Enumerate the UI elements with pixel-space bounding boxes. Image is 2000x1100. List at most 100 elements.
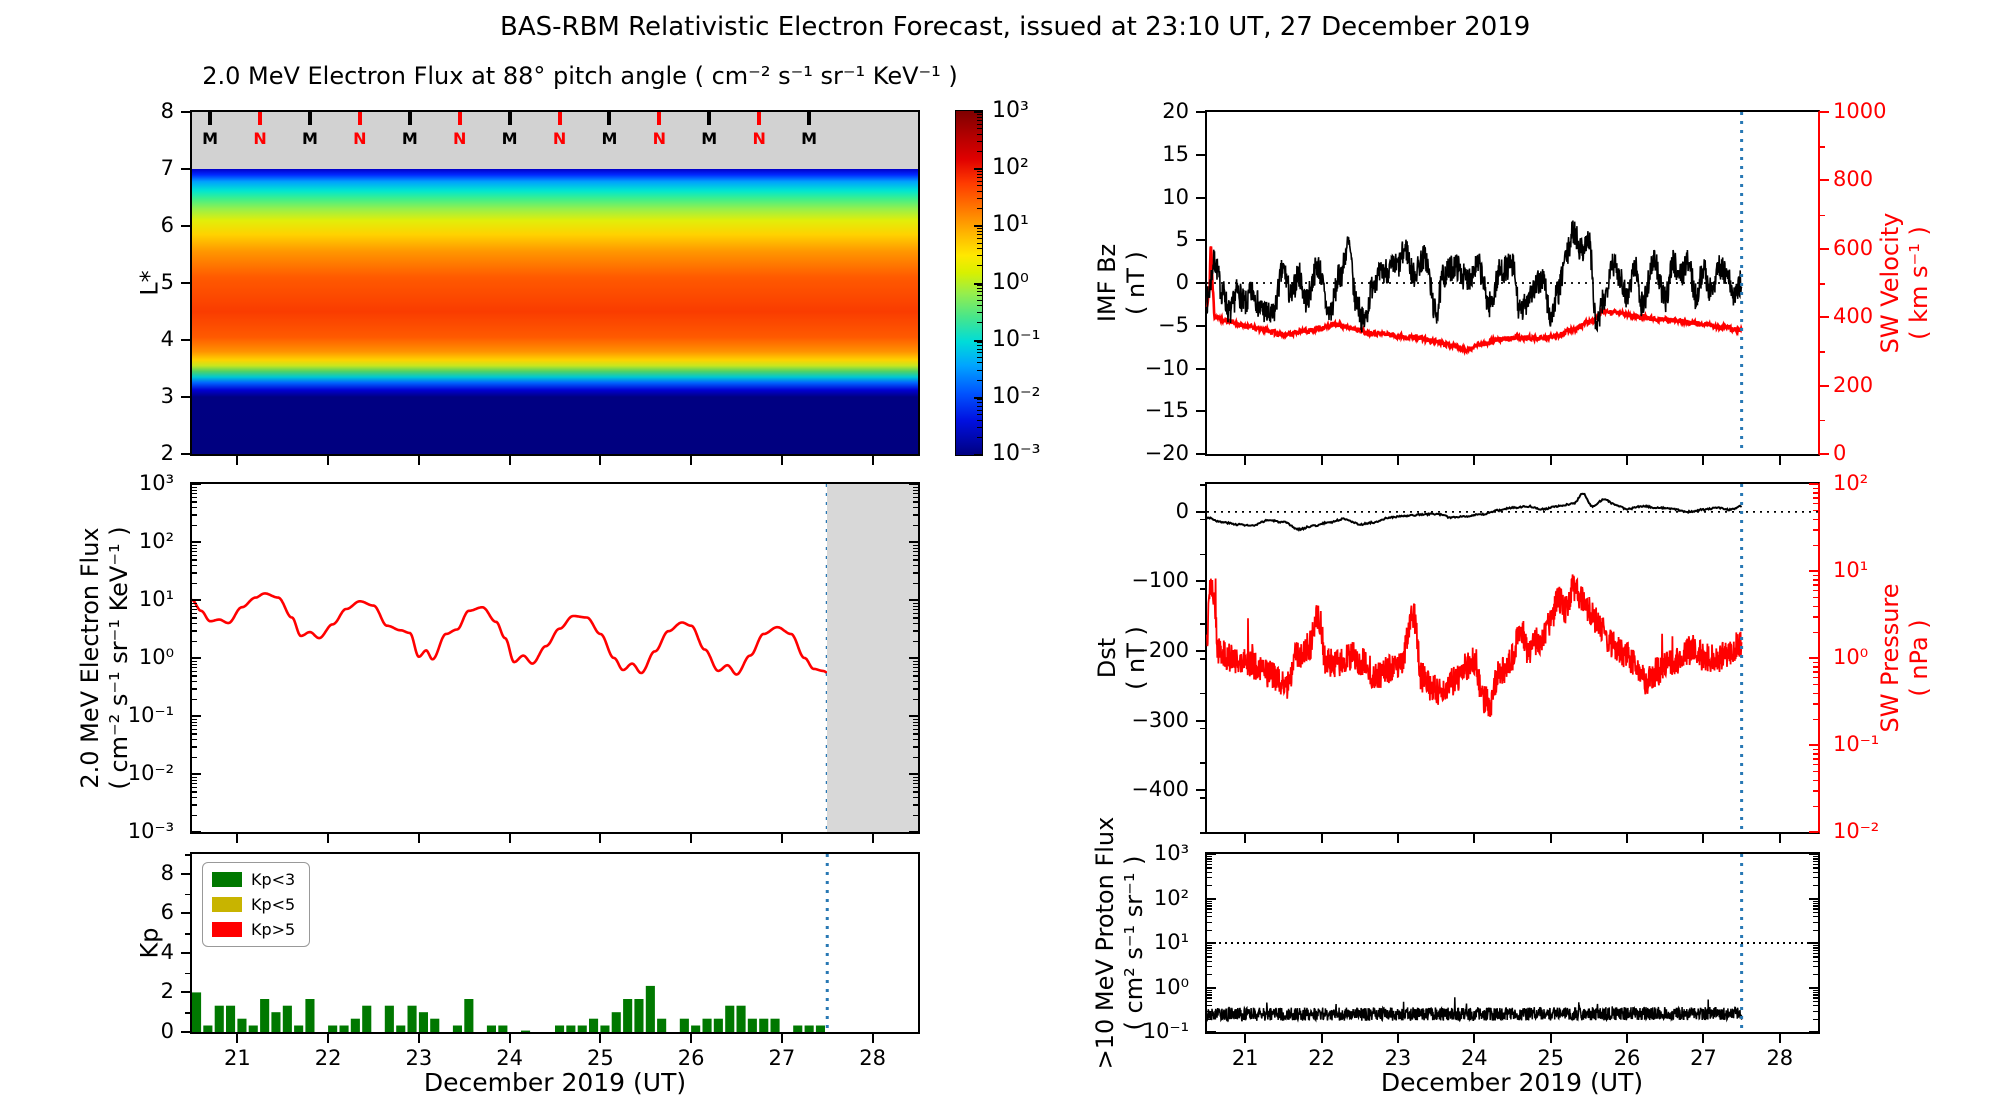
x-tick bbox=[599, 456, 602, 465]
y-log-minor-tick bbox=[1813, 885, 1818, 887]
y-log-minor-tick bbox=[1813, 764, 1818, 766]
y-log-minor-tick bbox=[192, 733, 197, 735]
x-tick bbox=[1473, 1034, 1476, 1043]
y-log-minor-tick bbox=[913, 524, 918, 526]
y-log-minor-tick bbox=[192, 779, 197, 781]
x-tick-label: 21 bbox=[1231, 1046, 1259, 1070]
y-log-minor-tick bbox=[913, 776, 918, 778]
satellite-marker-tick bbox=[557, 112, 562, 125]
y-log-minor-tick bbox=[192, 660, 197, 662]
kp-bar bbox=[339, 1025, 349, 1032]
kp-bar bbox=[214, 1005, 224, 1032]
colorbar-tick bbox=[974, 396, 982, 399]
kp-bar bbox=[691, 1025, 701, 1032]
y-minor-tick bbox=[185, 1012, 190, 1014]
y-log-major-tick bbox=[1809, 897, 1818, 900]
y-tick-label: 4 bbox=[160, 939, 174, 964]
y-tick-label: 8 bbox=[160, 860, 174, 885]
y-log-minor-tick bbox=[1813, 661, 1818, 664]
y-log-minor-tick bbox=[1813, 858, 1818, 860]
colorbar-tick bbox=[974, 111, 982, 113]
x-tick bbox=[417, 456, 420, 465]
colorbar-tick-label: 10⁰ bbox=[992, 269, 1029, 295]
y-log-major-tick bbox=[192, 483, 201, 485]
satellite-marker-label: N bbox=[453, 129, 467, 148]
x-tick-label: 26 bbox=[677, 1046, 705, 1070]
colorbar-minor-tick bbox=[977, 288, 982, 290]
sw-pressure-line bbox=[1206, 574, 1743, 717]
dst-line bbox=[1206, 492, 1743, 532]
y-log-minor-tick bbox=[1813, 947, 1818, 949]
colorbar-minor-tick bbox=[977, 198, 982, 200]
colorbar-minor-tick bbox=[977, 173, 982, 175]
kp-legend: Kp<3 Kp<5 Kp>5 bbox=[202, 862, 311, 947]
y-log-minor-tick bbox=[1813, 902, 1818, 904]
x-tick-label: 23 bbox=[1384, 1046, 1412, 1070]
y-log-major-tick bbox=[192, 831, 201, 833]
y-log-minor-tick bbox=[1813, 929, 1818, 931]
x-tick bbox=[1778, 834, 1781, 843]
kp-bar bbox=[271, 1012, 281, 1032]
y-log-minor-tick bbox=[192, 776, 197, 778]
kp-legend-label: Kp>5 bbox=[251, 920, 296, 939]
colorbar-minor-tick bbox=[977, 119, 982, 121]
x-tick-label: 28 bbox=[859, 1046, 886, 1070]
y-log-minor-tick bbox=[1813, 863, 1818, 866]
y-log-minor-tick bbox=[1207, 877, 1212, 879]
kp-bar bbox=[362, 1005, 372, 1032]
kp-legend-swatch bbox=[212, 897, 242, 912]
satellite-marker-tick bbox=[607, 112, 612, 125]
x-tick bbox=[1549, 1034, 1552, 1043]
y-log-major-tick bbox=[1207, 986, 1216, 989]
x-tick bbox=[327, 1034, 330, 1043]
x-tick bbox=[1778, 456, 1781, 465]
y-tick-label: 10² bbox=[1833, 471, 1869, 495]
y-log-minor-tick bbox=[1813, 1005, 1818, 1007]
x-tick bbox=[508, 456, 511, 465]
y-log-minor-tick bbox=[913, 724, 918, 727]
y-log-minor-tick bbox=[1813, 911, 1818, 914]
y-log-minor-tick bbox=[1207, 902, 1212, 904]
y-log-minor-tick bbox=[1207, 860, 1212, 863]
x-tick bbox=[780, 456, 783, 465]
y-log-minor-tick bbox=[1813, 916, 1818, 918]
y-log-minor-tick bbox=[1207, 921, 1212, 923]
y-log-minor-tick bbox=[1813, 877, 1818, 879]
y-log-major-tick bbox=[1809, 942, 1818, 944]
y-log-minor-tick bbox=[1813, 590, 1818, 592]
satellite-marker-label: N bbox=[752, 129, 766, 148]
x-tick bbox=[1473, 834, 1476, 843]
x-tick-label: 22 bbox=[1308, 1046, 1335, 1070]
y-log-major-tick bbox=[1809, 853, 1818, 855]
y-log-minor-tick bbox=[192, 623, 197, 625]
y-tick bbox=[1820, 179, 1829, 182]
x-tick bbox=[1549, 456, 1552, 465]
y-log-minor-tick bbox=[913, 797, 918, 799]
y-log-minor-tick bbox=[1813, 921, 1818, 923]
y-log-minor-tick bbox=[913, 791, 918, 793]
x-tick-label: 25 bbox=[1537, 1046, 1565, 1070]
y-log-minor-tick bbox=[1207, 863, 1212, 866]
y-log-major-tick bbox=[192, 657, 201, 659]
x-axis-label-left: December 2019 (UT) bbox=[423, 1068, 687, 1097]
colorbar-minor-tick bbox=[977, 352, 982, 354]
y-minor-tick bbox=[1820, 283, 1825, 285]
kp-legend-item: Kp>5 bbox=[212, 920, 295, 939]
satellite-marker-tick bbox=[407, 112, 412, 125]
y-log-minor-tick bbox=[1813, 605, 1818, 607]
colorbar-minor-tick bbox=[977, 123, 982, 125]
y-tick-label: 0 bbox=[1175, 270, 1189, 294]
y-log-minor-tick bbox=[1813, 510, 1818, 512]
y-tick-label: 10² bbox=[1153, 885, 1189, 910]
y-log-minor-tick bbox=[192, 718, 197, 720]
satellite-marker-tick bbox=[357, 112, 362, 125]
y-tick bbox=[181, 396, 190, 398]
y-log-minor-tick bbox=[913, 612, 918, 615]
y-log-minor-tick bbox=[192, 797, 197, 799]
y-log-minor-tick bbox=[1813, 900, 1818, 902]
y-log-minor-tick bbox=[1207, 908, 1212, 910]
x-tick bbox=[1396, 834, 1399, 843]
x-tick-label: 27 bbox=[768, 1046, 796, 1070]
colorbar-minor-tick bbox=[977, 265, 982, 267]
y-log-minor-tick bbox=[192, 486, 197, 488]
